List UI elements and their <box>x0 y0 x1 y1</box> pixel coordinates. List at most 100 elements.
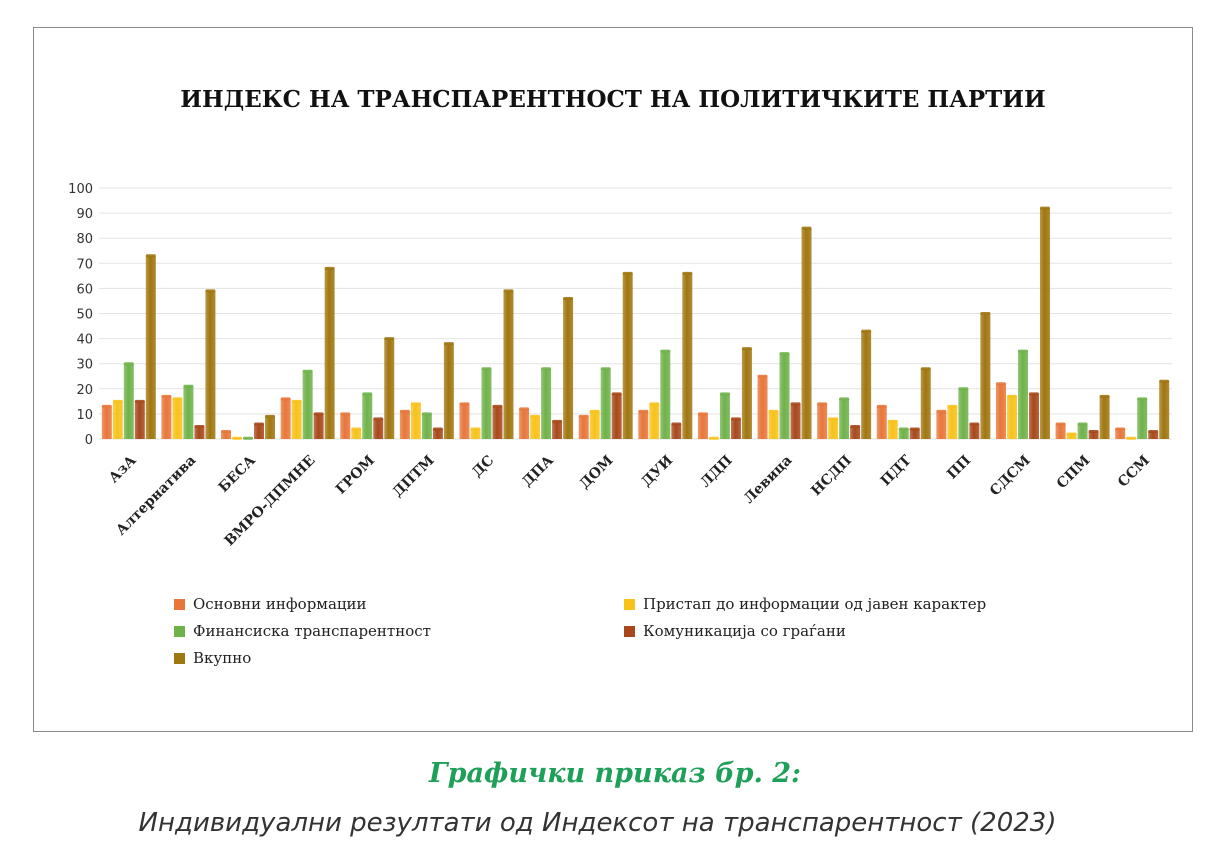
bar-cap <box>243 436 254 440</box>
bar-cap <box>470 427 481 431</box>
bar-cap <box>123 362 134 366</box>
bar-cap <box>887 419 898 423</box>
bar <box>876 406 887 439</box>
bar <box>183 386 194 439</box>
legend-item: Вкупно <box>174 649 251 667</box>
bar-cap <box>578 414 589 418</box>
bar <box>817 403 828 439</box>
bar <box>741 348 752 439</box>
y-tick-label: 30 <box>76 358 93 373</box>
bar-cap <box>563 296 574 300</box>
bar <box>503 290 514 439</box>
x-tick-label: СДСМ <box>987 453 1034 500</box>
bar-cap <box>112 399 123 403</box>
bar <box>1028 393 1039 439</box>
bar-cap <box>876 404 887 408</box>
bar-cap <box>649 402 660 406</box>
legend-label: Комуникација со граѓани <box>643 622 846 640</box>
bar-cap <box>671 422 682 426</box>
bar-cap <box>421 412 432 416</box>
bar <box>1017 351 1028 439</box>
bar-cap <box>552 419 563 423</box>
x-tick-label: ДПТМ <box>390 453 438 501</box>
bar-cap <box>708 436 719 440</box>
bar-cap <box>1077 422 1088 426</box>
bar-cap <box>134 399 145 403</box>
bar-cap <box>980 312 991 315</box>
bar <box>682 273 693 439</box>
x-tick-label: ПДТ <box>878 452 915 489</box>
bar <box>161 396 172 439</box>
bar-cap <box>719 392 730 396</box>
bar <box>123 363 134 439</box>
bar <box>947 406 958 439</box>
x-tick-label: АзА <box>106 452 140 486</box>
bar <box>861 331 872 439</box>
bar-cap <box>399 409 410 413</box>
x-tick-label: ПП <box>944 453 974 483</box>
bar <box>519 408 530 439</box>
x-tick-label: ЛДП <box>698 453 736 491</box>
bar <box>887 421 898 439</box>
bar-cap <box>741 347 752 351</box>
bar <box>1006 396 1017 439</box>
legend-item: Пристап до информации од јавен карактер <box>624 595 986 613</box>
bar <box>221 431 232 439</box>
bar <box>1159 381 1170 439</box>
bar <box>1137 398 1148 439</box>
bar-cap <box>839 397 850 401</box>
bar-cap <box>817 402 828 406</box>
bar <box>936 411 947 439</box>
bar-cap <box>768 409 779 413</box>
bar-cap <box>205 289 216 293</box>
legend-swatch <box>624 598 635 610</box>
bar-cap <box>340 412 351 416</box>
bar-cap <box>194 424 205 428</box>
bar <box>1039 208 1050 439</box>
figure-caption-title: Графички приказ бр. 2: <box>428 758 802 789</box>
chart-frame: ИНДЕКС НА ТРАНСПАРЕНТНОСТ НА ПОЛИТИЧКИТЕ… <box>33 27 1193 732</box>
bar-cap <box>519 407 530 411</box>
bar <box>443 343 454 439</box>
bar <box>254 423 265 439</box>
bar-cap <box>936 409 947 413</box>
bar <box>280 398 291 439</box>
bar <box>313 413 324 439</box>
bar <box>730 418 741 439</box>
bar-cap <box>145 254 156 258</box>
bar-cap <box>1006 394 1017 398</box>
legend-swatch <box>174 652 185 664</box>
bar-cap <box>947 404 958 408</box>
y-tick-label: 70 <box>76 257 93 272</box>
bar-cap <box>995 382 1006 386</box>
bar-cap <box>1066 432 1077 436</box>
bar-cap <box>1017 349 1028 353</box>
x-tick-label: НСДП <box>808 453 855 500</box>
bar <box>920 368 931 439</box>
bar-cap <box>503 289 514 293</box>
bar <box>432 428 443 439</box>
bar <box>671 423 682 439</box>
x-tick-label: ДУИ <box>639 453 677 491</box>
y-axis-ticks: 0 10 20 30 40 50 60 70 80 90 100 <box>68 182 93 448</box>
bar-cap <box>443 342 454 346</box>
x-tick-label: ССМ <box>1115 453 1153 491</box>
bar-cap <box>324 266 335 270</box>
legend-swatch <box>174 625 185 637</box>
bar-cap <box>373 417 384 421</box>
bar-cap <box>697 412 708 416</box>
bar-cap <box>1088 429 1099 433</box>
bar-cap <box>1148 429 1159 433</box>
bar-cap <box>1115 427 1126 431</box>
bar-cap <box>232 436 243 440</box>
legend-label: Финансиска транспарентност <box>193 622 431 640</box>
bar <box>600 368 611 439</box>
bar-cap <box>828 417 839 421</box>
legend-item: Комуникација со граѓани <box>624 622 846 640</box>
y-tick-label: 10 <box>76 408 93 423</box>
bar-cap <box>313 412 324 416</box>
bar-cap <box>492 404 503 408</box>
bar-cap <box>1028 392 1039 396</box>
legend-item: Финансиска транспарентност <box>174 622 431 640</box>
